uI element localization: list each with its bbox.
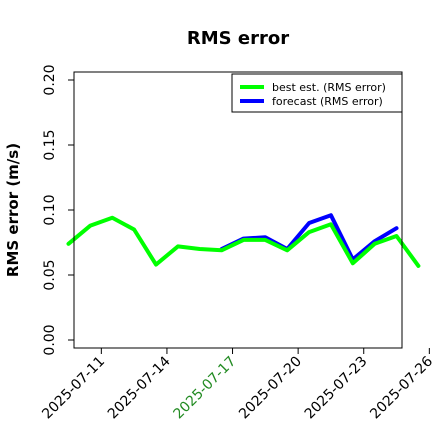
y-tick-label: 0.10 bbox=[42, 194, 58, 225]
x-tick-label: 2025-07-23 bbox=[302, 354, 371, 423]
y-tick-label: 0.00 bbox=[42, 324, 58, 355]
legend-entry-label: best est. (RMS error) bbox=[272, 81, 386, 94]
y-axis-ticks: 0.00 0.05 0.10 0.15 0.20 bbox=[42, 64, 74, 356]
y-axis-label: RMS error (m/s) bbox=[4, 143, 22, 277]
x-axis-ticks: 2025-07-112025-07-142025-07-172025-07-20… bbox=[39, 348, 436, 422]
y-tick-label: 0.20 bbox=[42, 64, 58, 95]
x-tick-label: 2025-07-14 bbox=[105, 353, 174, 422]
best-estimate-series-line bbox=[66, 215, 421, 268]
x-tick-label: 2025-07-11 bbox=[39, 354, 108, 423]
series-layer bbox=[66, 213, 421, 268]
x-tick-label: 2025-07-20 bbox=[236, 354, 305, 423]
x-tick-label: 2025-07-17 bbox=[171, 354, 240, 423]
y-tick-label: 0.05 bbox=[42, 259, 58, 290]
plot-frame bbox=[73, 71, 403, 349]
y-tick-label: 0.15 bbox=[42, 129, 58, 160]
chart-title: RMS error bbox=[187, 28, 289, 49]
legend-box bbox=[231, 73, 403, 113]
forecast-series-line bbox=[219, 213, 399, 262]
x-tick-label: 2025-07-26 bbox=[367, 353, 436, 422]
legend: best est. (RMS error)forecast (RMS error… bbox=[231, 73, 403, 113]
legend-entry-label: forecast (RMS error) bbox=[272, 95, 383, 108]
